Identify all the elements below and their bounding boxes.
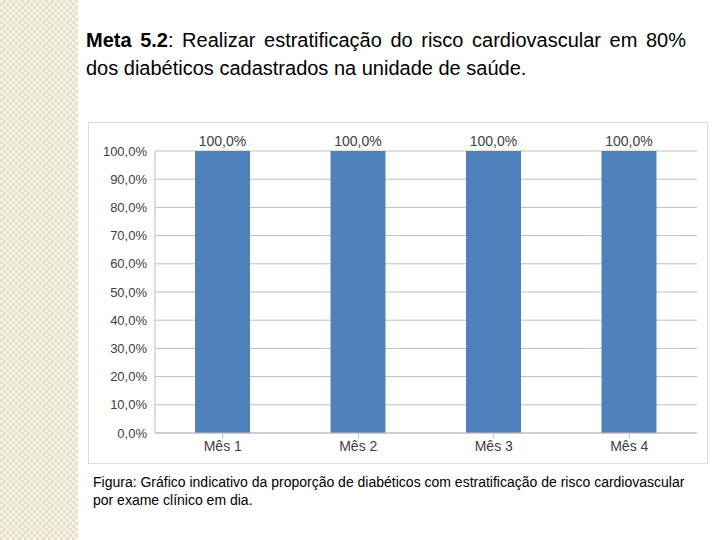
svg-text:0,0%: 0,0% [117,426,147,441]
svg-text:60,0%: 60,0% [110,256,147,271]
svg-text:100,0%: 100,0% [605,133,652,149]
svg-text:Mês 2: Mês 2 [339,438,377,454]
svg-text:20,0%: 20,0% [110,369,147,384]
svg-text:100,0%: 100,0% [103,144,148,159]
html-text:Figura: Gráfico indicativo da: Figura: Gráfico indicativo da proporção … [93,474,685,508]
html-text:Meta 5.2: Realizar estratifica: Meta 5.2: Realizar estratificação do ris… [86,29,686,79]
svg-text:Mês 1: Mês 1 [204,438,242,454]
svg-text:30,0%: 30,0% [110,341,147,356]
svg-text:40,0%: 40,0% [110,313,147,328]
svg-text:100,0%: 100,0% [334,133,381,149]
svg-text:80,0%: 80,0% [110,200,147,215]
svg-text:50,0%: 50,0% [110,285,147,300]
svg-text:90,0%: 90,0% [110,172,147,187]
svg-text:100,0%: 100,0% [199,133,246,149]
svg-text:10,0%: 10,0% [110,397,147,412]
svg-text:100,0%: 100,0% [470,133,517,149]
svg-text:70,0%: 70,0% [110,228,147,243]
svg-text:Mês 3: Mês 3 [475,438,513,454]
svg-text:Mês 4: Mês 4 [610,438,648,454]
